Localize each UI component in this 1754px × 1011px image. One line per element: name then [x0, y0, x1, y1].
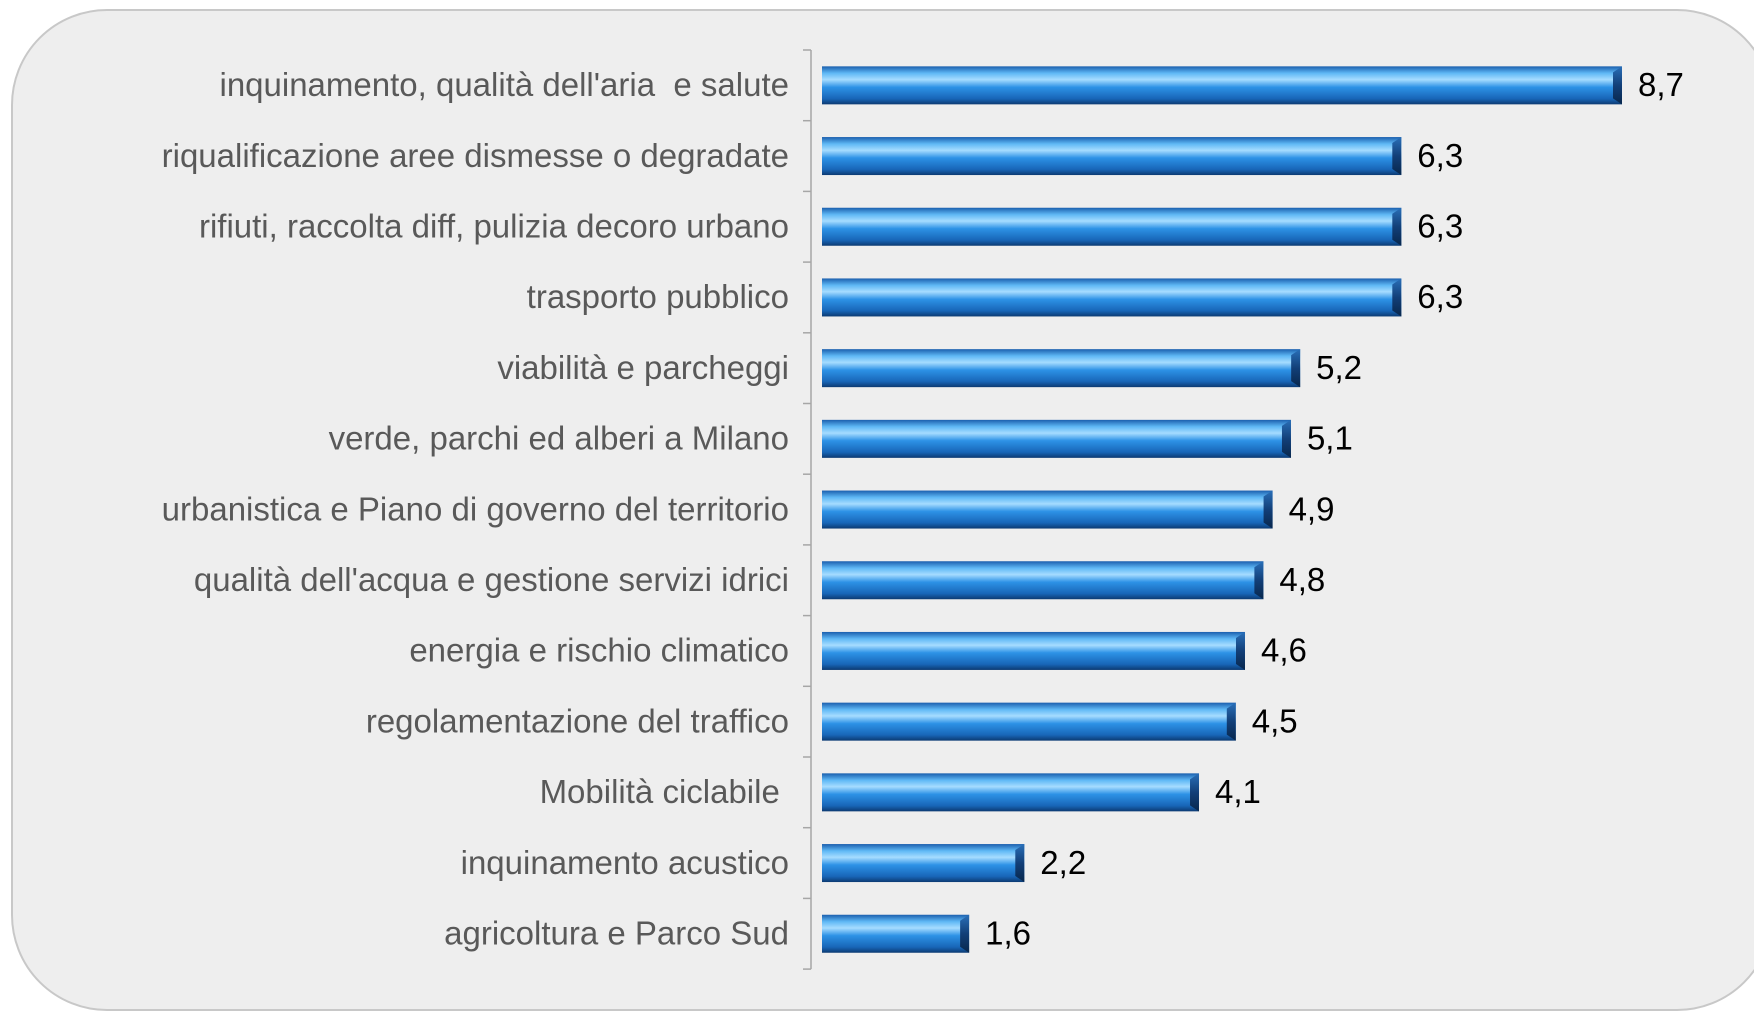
bar [822, 914, 970, 953]
bar-body [822, 419, 1291, 458]
category-label: inquinamento, qualità dell'aria e salute [219, 66, 789, 103]
bar-body [822, 773, 1200, 812]
category-label: energia e rischio climatico [409, 632, 789, 669]
bar [822, 773, 1200, 812]
category-label: riqualificazione aree dismesse o degrada… [162, 137, 789, 174]
bar-body [822, 137, 1402, 176]
bar [822, 561, 1264, 600]
bar-body [822, 702, 1236, 741]
bar-body [822, 66, 1622, 105]
bar-body [822, 207, 1402, 246]
category-label: urbanistica e Piano di governo del terri… [162, 490, 789, 527]
bar [822, 631, 1245, 670]
bar [822, 419, 1291, 458]
bar [822, 278, 1402, 317]
bar-bevel [1392, 207, 1402, 246]
bar-bevel [1190, 773, 1200, 812]
bar-bevel [1235, 631, 1245, 670]
bar-bevel [960, 914, 970, 953]
value-label: 4,8 [1279, 561, 1325, 598]
bar-bevel [1226, 702, 1236, 741]
bar-bevel [1015, 844, 1025, 883]
bar [822, 702, 1236, 741]
bar-bevel [1263, 490, 1273, 529]
bar-body [822, 349, 1301, 388]
category-label: inquinamento acustico [461, 844, 789, 881]
value-label: 4,5 [1252, 702, 1298, 739]
category-label: trasporto pubblico [527, 278, 789, 315]
value-label: 5,1 [1307, 420, 1353, 457]
bar [822, 66, 1622, 105]
bar-body [822, 914, 970, 953]
value-label: 4,9 [1289, 490, 1335, 527]
bar-body [822, 278, 1402, 317]
value-label: 6,3 [1417, 137, 1463, 174]
value-label: 1,6 [985, 914, 1031, 951]
category-label: Mobilità ciclabile [540, 773, 789, 810]
category-label: viabilità e parcheggi [497, 349, 789, 386]
value-label: 8,7 [1638, 66, 1684, 103]
category-label: regolamentazione del traffico [366, 702, 789, 739]
value-label: 5,2 [1316, 349, 1362, 386]
category-label: agricoltura e Parco Sud [444, 914, 789, 951]
category-label: verde, parchi ed alberi a Milano [329, 420, 789, 457]
bar [822, 490, 1273, 529]
bar [822, 207, 1402, 246]
bar [822, 137, 1402, 176]
value-label: 2,2 [1040, 844, 1086, 881]
value-label: 4,6 [1261, 632, 1307, 669]
bar [822, 844, 1025, 883]
category-label: qualità dell'acqua e gestione servizi id… [194, 561, 789, 598]
bar-bevel [1281, 419, 1291, 458]
category-label: rifiuti, raccolta diff, pulizia decoro u… [199, 207, 789, 244]
bar-bevel [1254, 561, 1264, 600]
bar-bevel [1291, 349, 1301, 388]
bar-bevel [1613, 66, 1622, 105]
value-label: 6,3 [1417, 278, 1463, 315]
bar-body [822, 844, 1025, 883]
bar-bevel [1392, 278, 1402, 317]
bar-body [822, 490, 1273, 529]
bar-bevel [1392, 137, 1402, 176]
bar [822, 349, 1301, 388]
value-label: 4,1 [1215, 773, 1261, 810]
value-label: 6,3 [1417, 207, 1463, 244]
bar-body [822, 631, 1245, 670]
bar-body [822, 561, 1264, 600]
